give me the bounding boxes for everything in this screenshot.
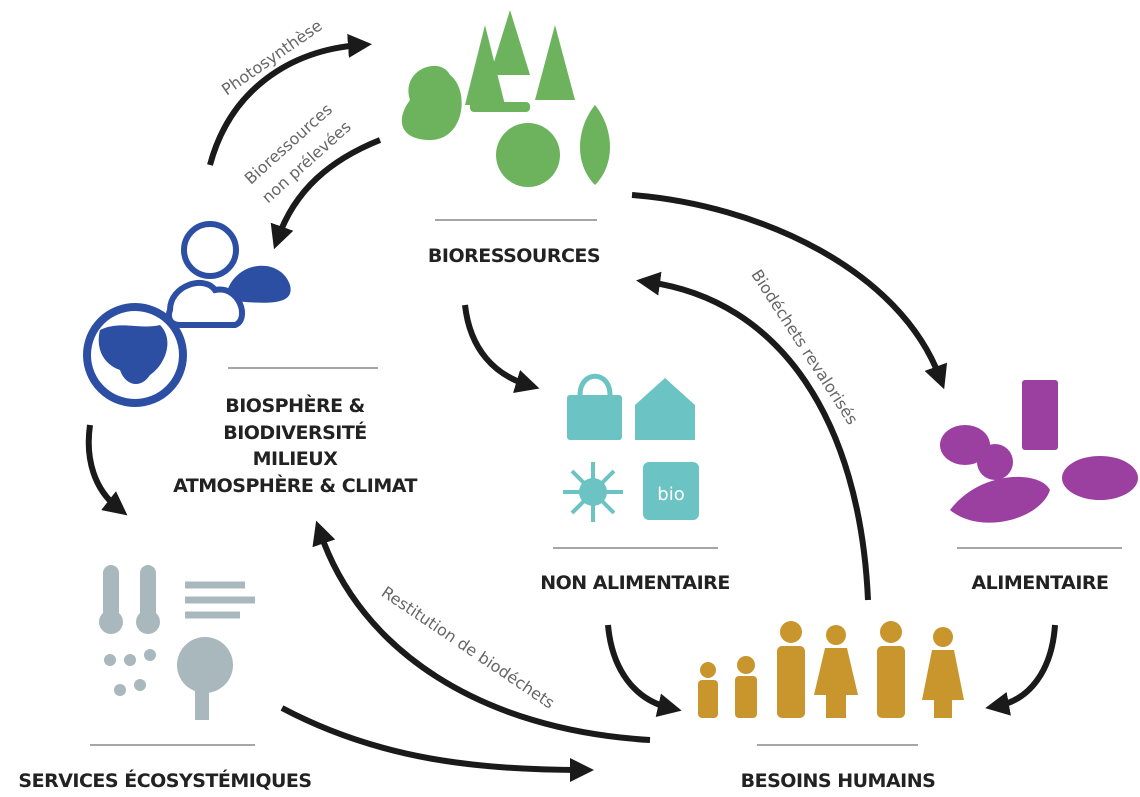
- arrow: [85, 424, 128, 516]
- arrow: [207, 33, 372, 166]
- node-label: NON ALIMENTAIRE: [540, 572, 730, 594]
- besoins-humains-icon: [698, 621, 964, 718]
- node-label: BIOSPHÈRE &: [225, 394, 365, 417]
- arrow: [985, 624, 1058, 716]
- arrow: [636, 271, 871, 601]
- node-label: SERVICES ÉCOSYSTÉMIQUES: [18, 769, 311, 792]
- arrow: [280, 705, 594, 782]
- arrow: [605, 624, 682, 718]
- node-label: BIODIVERSITÉ: [223, 421, 367, 444]
- node-label: ATMOSPHÈRE & CLIMAT: [173, 474, 417, 497]
- node-label: BIORESSOURCES: [428, 245, 600, 267]
- non-alimentaire-icon: [563, 373, 699, 522]
- edge-label: Biodéchets revalorisés: [747, 266, 861, 428]
- node-label: MILIEUX: [253, 448, 339, 470]
- bioressources-icon: [401, 10, 610, 187]
- alimentaire-icon: [940, 380, 1138, 523]
- arrow: [312, 520, 651, 743]
- node-label: ALIMENTAIRE: [971, 572, 1108, 594]
- services-icon: [99, 565, 255, 720]
- icon-text: bio: [657, 484, 684, 505]
- node-label: BESOINS HUMAINS: [741, 770, 936, 792]
- arrow: [462, 304, 540, 393]
- arrow: [270, 137, 382, 250]
- arrow: [631, 192, 948, 390]
- biosphere-icon: [83, 221, 291, 407]
